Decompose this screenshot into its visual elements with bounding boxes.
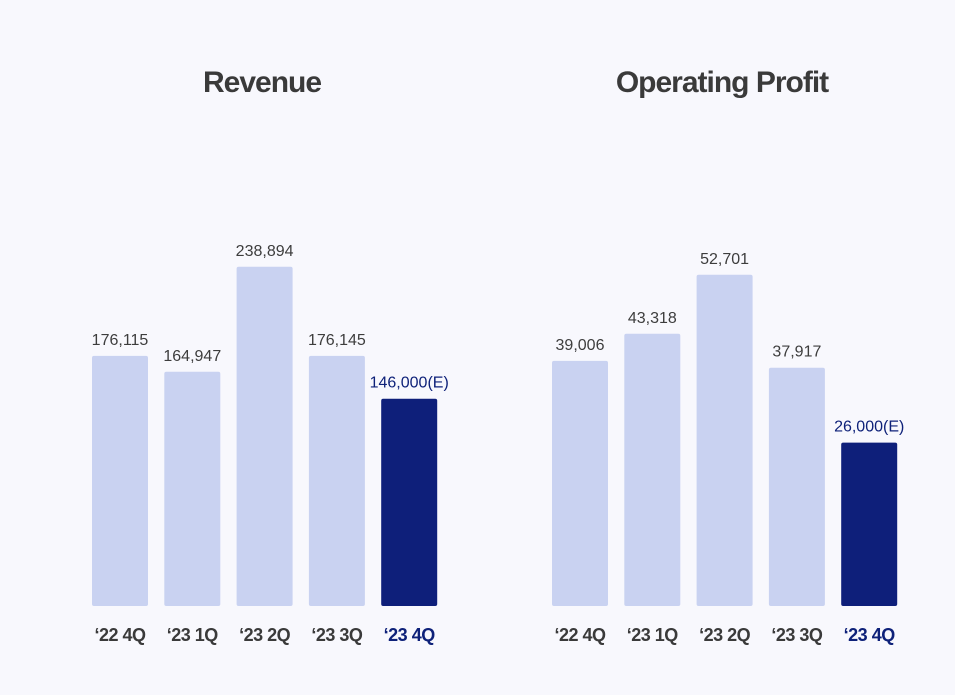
revenue-value-label-5: 146,000(E) bbox=[370, 375, 449, 392]
operating-profit-value-label-4: 37,917 bbox=[772, 344, 821, 361]
revenue-bar-2 bbox=[164, 371, 221, 606]
revenue-bar-4 bbox=[308, 355, 365, 606]
revenue-bar-5 bbox=[381, 398, 438, 606]
revenue-bar-3 bbox=[236, 266, 293, 606]
operating-profit-bar-2 bbox=[624, 333, 681, 606]
revenue-value-label-4: 176,145 bbox=[308, 332, 366, 349]
revenue-x-tick-label-4: ‘23 3Q bbox=[311, 625, 363, 645]
operating-profit-bar-4 bbox=[768, 367, 825, 606]
operating-profit-bar-1 bbox=[552, 360, 608, 606]
operating-profit-value-label-5: 26,000(E) bbox=[834, 419, 904, 436]
revenue-x-tick-label-1: ‘22 4Q bbox=[94, 625, 146, 645]
revenue-x-tick-label-3: ‘23 2Q bbox=[239, 625, 291, 645]
revenue-x-tick-label-5: ‘23 4Q bbox=[384, 625, 436, 645]
operating-profit-bar-5 bbox=[841, 442, 898, 606]
operating-profit-x-tick-label-4: ‘23 3Q bbox=[771, 625, 823, 645]
revenue-x-tick-label-2: ‘23 1Q bbox=[167, 625, 219, 645]
revenue-bar-1 bbox=[92, 355, 148, 606]
revenue-value-label-2: 164,947 bbox=[163, 348, 221, 365]
operating-profit-value-label-1: 39,006 bbox=[556, 337, 605, 354]
operating-profit-x-tick-label-1: ‘22 4Q bbox=[554, 625, 606, 645]
operating-profit-x-tick-label-3: ‘23 2Q bbox=[699, 625, 751, 645]
revenue-value-label-3: 238,894 bbox=[236, 243, 294, 260]
revenue-chart-title: Revenue bbox=[203, 66, 321, 99]
revenue-value-label-1: 176,115 bbox=[92, 332, 149, 349]
operating-profit-value-label-3: 52,701 bbox=[700, 251, 749, 268]
operating-profit-value-label-2: 43,318 bbox=[628, 310, 677, 327]
operating-profit-x-tick-label-5: ‘23 4Q bbox=[844, 625, 896, 645]
operating-profit-x-tick-label-2: ‘23 1Q bbox=[627, 625, 679, 645]
operating-profit-bar-3 bbox=[696, 274, 753, 606]
operating-profit-chart-title: Operating Profit bbox=[616, 66, 829, 99]
